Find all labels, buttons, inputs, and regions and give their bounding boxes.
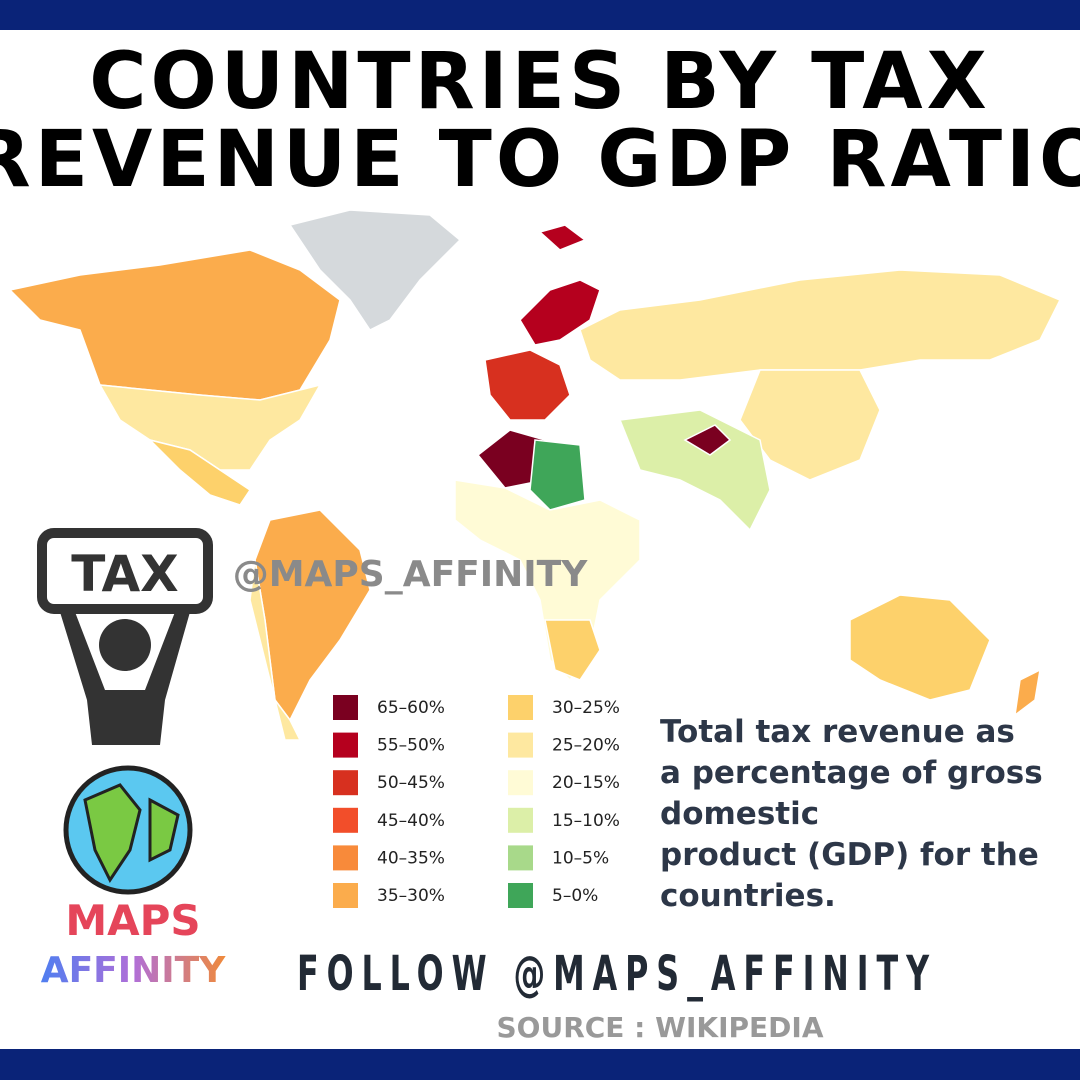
legend-swatch — [508, 770, 533, 796]
tax-sign: TAX — [71, 545, 178, 603]
legend-swatch — [508, 807, 533, 833]
description-line: a percentage of gross — [660, 755, 1043, 791]
legend-swatch — [333, 883, 358, 908]
legend-label: 15–10% — [552, 811, 620, 831]
brand-bottom: AFFINITY — [41, 950, 227, 991]
legend-swatch — [508, 732, 533, 758]
legend-swatch — [333, 770, 358, 796]
top-bar — [0, 0, 1080, 30]
legend-label: 55–50% — [377, 736, 445, 756]
description: Total tax revenue as a percentage of gros… — [660, 714, 1043, 914]
source: SOURCE : WIKIPEDIA — [496, 1011, 823, 1044]
title-line: COUNTRIES BY TAX — [89, 37, 991, 127]
description-line: Total tax revenue as — [660, 714, 1015, 750]
legend-swatch — [333, 845, 358, 871]
follow: FOLLOW @MAPS_AFFINITY — [297, 946, 937, 1002]
title-line: REVENUE TO GDP RATIO — [0, 115, 1080, 205]
bottom-bar — [0, 1049, 1080, 1080]
legend-label: 65–60% — [377, 698, 445, 718]
legend-label: 20–15% — [552, 773, 620, 793]
legend-label: 5–0% — [552, 886, 598, 906]
brand-top: MAPS — [65, 896, 200, 945]
legend-swatch — [333, 732, 358, 758]
legend-swatch — [508, 845, 533, 871]
legend-label: 35–30% — [377, 886, 445, 906]
legend-swatch — [508, 695, 533, 720]
legend-label: 10–5% — [552, 848, 609, 868]
legend-label: 25–20% — [552, 736, 620, 756]
legend-label: 50–45% — [377, 773, 445, 793]
watermark: @MAPS_AFFINITY — [233, 554, 589, 595]
legend: 65–60% 55–50% 50–45% 45–40% 40–35% 35–30% 30–2… — [333, 695, 620, 908]
legend-label: 45–40% — [377, 811, 445, 831]
tax-icon: TAX — [37, 528, 213, 745]
world-map — [8, 209, 1062, 741]
globe-icon — [63, 765, 193, 895]
legend-swatch — [333, 807, 358, 833]
legend-swatch — [333, 695, 358, 720]
legend-label: 40–35% — [377, 848, 445, 868]
description-line: countries. — [660, 878, 836, 914]
legend-swatch — [508, 883, 533, 908]
legend-label: 30–25% — [552, 698, 620, 718]
description-line: product (GDP) for the — [660, 837, 1039, 873]
description-line: domestic — [660, 796, 819, 832]
